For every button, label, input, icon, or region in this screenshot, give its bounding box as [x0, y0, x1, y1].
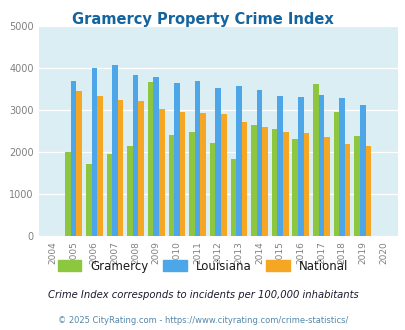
Bar	[277, 96, 282, 236]
Bar	[147, 82, 153, 236]
Bar	[256, 90, 262, 236]
Bar	[297, 97, 303, 236]
Bar	[65, 152, 71, 236]
Bar	[359, 105, 364, 236]
Bar	[312, 84, 318, 236]
Bar	[159, 109, 164, 236]
Bar	[364, 146, 370, 236]
Bar	[71, 81, 76, 236]
Bar	[153, 77, 159, 236]
Bar	[339, 98, 344, 236]
Bar	[230, 159, 235, 236]
Bar	[117, 100, 123, 236]
Bar	[282, 132, 288, 236]
Bar	[91, 68, 97, 236]
Bar	[251, 125, 256, 236]
Bar	[318, 95, 324, 236]
Legend: Gramercy, Louisiana, National: Gramercy, Louisiana, National	[53, 255, 352, 278]
Bar	[127, 146, 132, 236]
Bar	[200, 113, 205, 236]
Bar	[209, 143, 215, 236]
Bar	[86, 164, 91, 236]
Bar	[303, 133, 309, 236]
Bar	[76, 91, 82, 236]
Bar	[344, 144, 350, 236]
Bar	[107, 154, 112, 236]
Bar	[215, 87, 220, 236]
Bar	[324, 137, 329, 236]
Bar	[271, 129, 277, 236]
Bar	[354, 136, 359, 236]
Text: Gramercy Property Crime Index: Gramercy Property Crime Index	[72, 12, 333, 26]
Bar	[235, 86, 241, 236]
Text: © 2025 CityRating.com - https://www.cityrating.com/crime-statistics/: © 2025 CityRating.com - https://www.city…	[58, 315, 347, 325]
Bar	[262, 127, 267, 236]
Bar	[220, 115, 226, 236]
Bar	[138, 101, 144, 236]
Bar	[112, 65, 117, 236]
Bar	[168, 135, 174, 236]
Bar	[333, 112, 339, 236]
Bar	[189, 132, 194, 236]
Text: Crime Index corresponds to incidents per 100,000 inhabitants: Crime Index corresponds to incidents per…	[47, 290, 358, 300]
Bar	[194, 81, 200, 236]
Bar	[97, 96, 102, 236]
Bar	[292, 139, 297, 236]
Bar	[179, 112, 185, 236]
Bar	[241, 121, 247, 236]
Bar	[132, 75, 138, 236]
Bar	[174, 83, 179, 236]
